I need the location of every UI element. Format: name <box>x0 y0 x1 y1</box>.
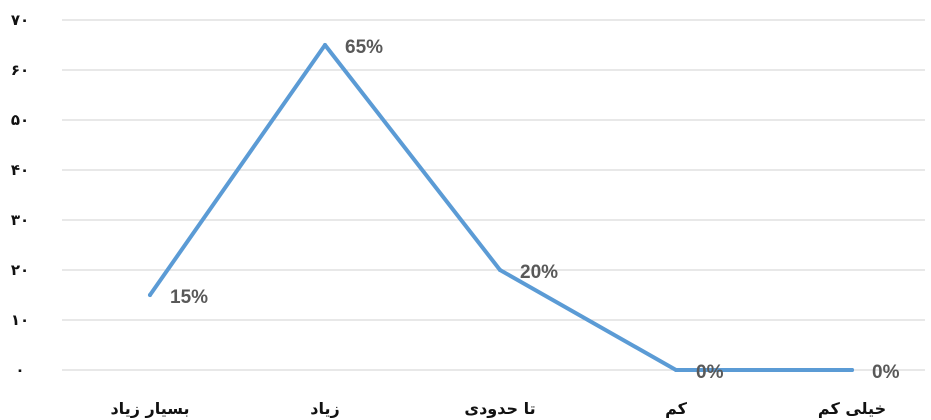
x-tick-label: تا حدودی <box>464 399 535 418</box>
x-tick-label: زیاد <box>310 399 339 418</box>
data-point <box>674 368 678 372</box>
series-layer <box>148 43 854 372</box>
y-tick-label: ۶۰ <box>11 61 29 79</box>
y-tick-label: ۱۰ <box>11 311 29 329</box>
data-label: 0% <box>872 362 900 383</box>
x-tick-label: خیلی کم <box>818 399 886 418</box>
data-labels: 15% 65% 20% 0% 0% <box>170 37 900 383</box>
gridlines <box>62 19 925 371</box>
data-label: 20% <box>520 262 558 283</box>
y-axis-tick-labels: ۰ ۱۰ ۲۰ ۳۰ ۴۰ ۵۰ ۶۰ ۷۰ <box>11 11 29 379</box>
series-line-0 <box>148 43 854 372</box>
y-tick-label: ۲۰ <box>11 261 29 279</box>
y-tick-label: ۳۰ <box>11 211 29 229</box>
data-point <box>148 293 152 297</box>
data-label: 0% <box>696 362 724 383</box>
y-tick-label: ۴۰ <box>11 161 29 179</box>
x-axis-tick-labels: بسیار زیاد زیاد تا حدودی کم خیلی کم <box>110 399 886 418</box>
y-tick-label: ۵۰ <box>11 111 29 129</box>
y-tick-label: ۰ <box>15 361 24 379</box>
y-tick-label: ۷۰ <box>11 11 29 29</box>
data-point <box>498 268 502 272</box>
data-point <box>323 43 327 47</box>
data-label: 15% <box>170 287 208 308</box>
x-tick-label: کم <box>665 399 688 418</box>
x-tick-label: بسیار زیاد <box>110 399 189 418</box>
data-point <box>850 368 854 372</box>
data-label: 65% <box>345 37 383 58</box>
